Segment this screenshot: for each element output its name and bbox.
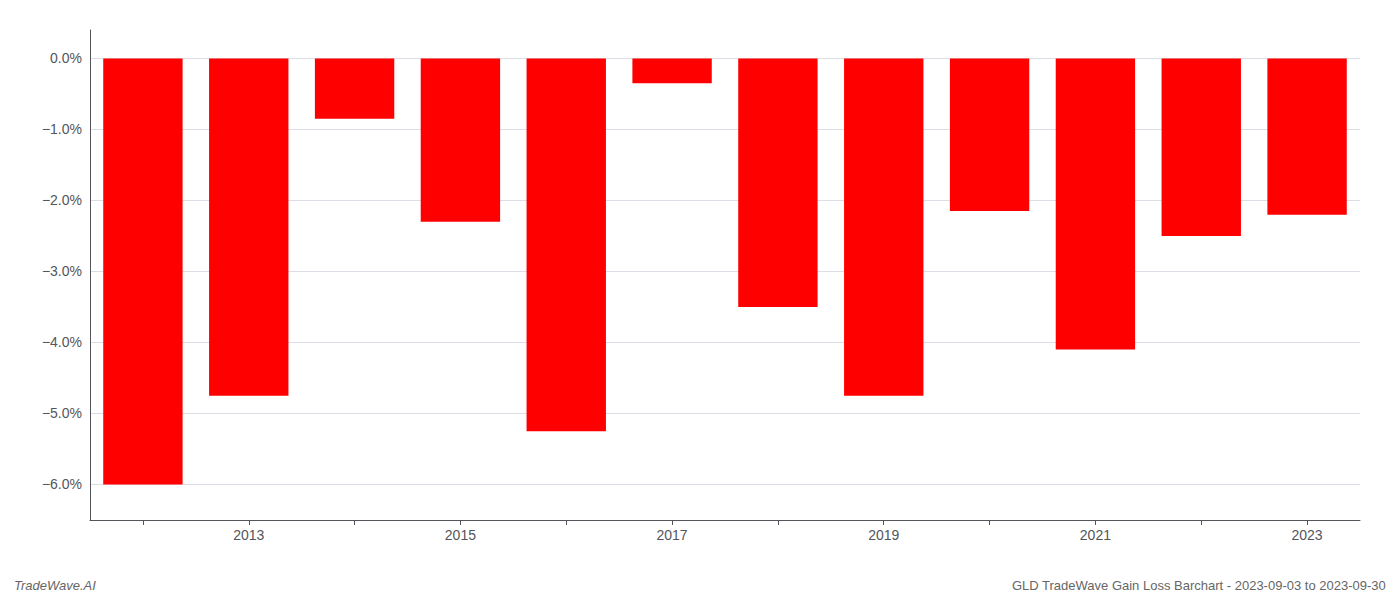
svg-text:2021: 2021 xyxy=(1080,527,1111,543)
svg-text:−4.0%: −4.0% xyxy=(42,334,82,350)
svg-text:GLD TradeWave Gain Loss Barcha: GLD TradeWave Gain Loss Barchart - 2023-… xyxy=(1012,578,1386,593)
svg-text:2019: 2019 xyxy=(868,527,899,543)
svg-text:−1.0%: −1.0% xyxy=(42,121,82,137)
svg-text:−2.0%: −2.0% xyxy=(42,192,82,208)
svg-text:2013: 2013 xyxy=(233,527,264,543)
svg-text:2017: 2017 xyxy=(657,527,688,543)
svg-text:2015: 2015 xyxy=(445,527,476,543)
svg-text:−5.0%: −5.0% xyxy=(42,405,82,421)
svg-text:−3.0%: −3.0% xyxy=(42,263,82,279)
svg-text:TradeWave.AI: TradeWave.AI xyxy=(14,578,96,593)
svg-text:0.0%: 0.0% xyxy=(50,50,82,66)
svg-text:2023: 2023 xyxy=(1292,527,1323,543)
svg-text:−6.0%: −6.0% xyxy=(42,476,82,492)
